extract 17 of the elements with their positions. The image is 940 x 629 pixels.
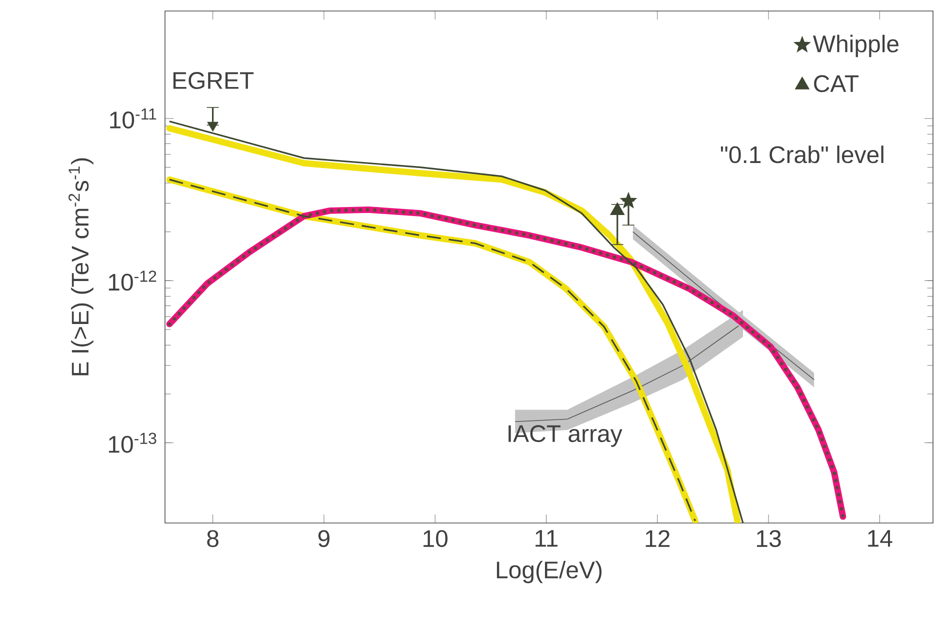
annotation: IACT array — [508, 425, 622, 447]
x-tick-label: 13 — [756, 530, 781, 548]
x-tick-label: 8 — [207, 530, 218, 548]
x-tick-label: 11 — [536, 530, 558, 547]
x-tick-label: 14 — [868, 530, 892, 547]
y-tick-label: 10$^{-13}$ — [108, 432, 156, 453]
x-tick-label: 10 — [424, 530, 448, 548]
series-label: EGRET — [173, 72, 254, 90]
x-tick-label: 12 — [646, 530, 670, 547]
y-tick-label: 10$^{-11}$ — [110, 108, 156, 128]
x-axis-title: Log(E/eV) — [496, 560, 602, 584]
legend-label: CAT — [814, 75, 859, 92]
y-tick-label: 10$^{-12}$ — [108, 270, 156, 291]
x-tick-label: 9 — [318, 530, 330, 548]
y-axis-title: E I(>E) (TeV cm$^{-2}$s$^{-1}$) — [68, 158, 94, 376]
annotation: "0.1 Crab" level — [720, 146, 884, 164]
legend-label: Whipple — [812, 34, 898, 58]
